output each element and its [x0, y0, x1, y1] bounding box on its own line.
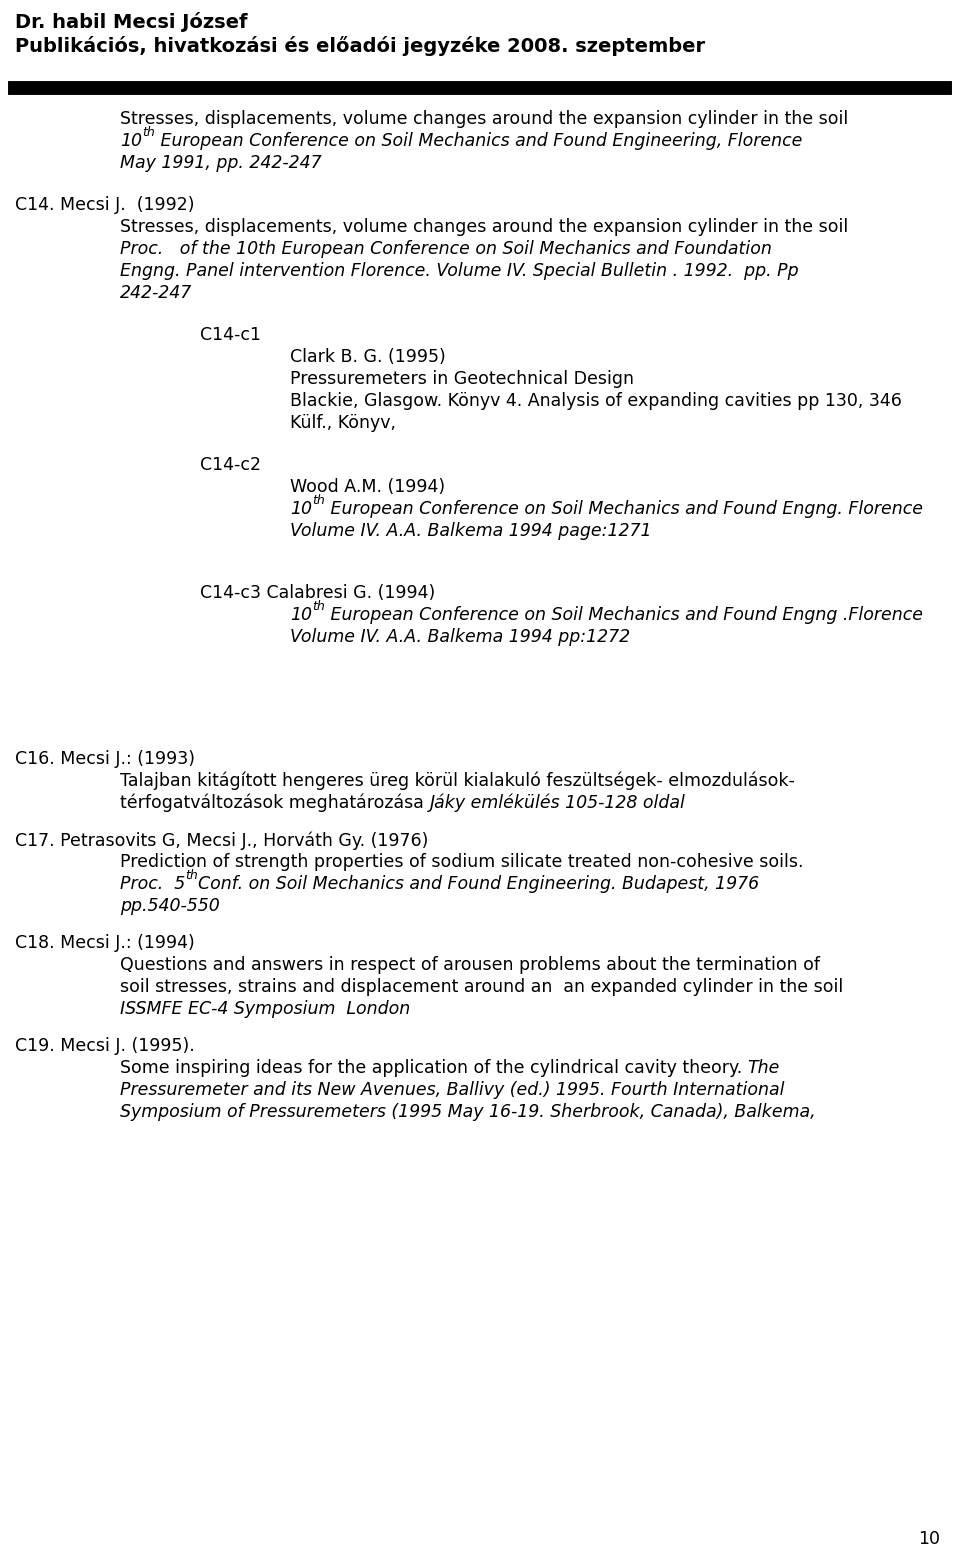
Text: C16. Mecsi J.: (1993): C16. Mecsi J.: (1993) [15, 750, 195, 767]
Text: European Conference on Soil Mechanics and Found Engineering, Florence: European Conference on Soil Mechanics an… [155, 132, 803, 150]
Text: C19. Mecsi J. (1995).: C19. Mecsi J. (1995). [15, 1037, 195, 1056]
Text: soil stresses, strains and displacement around an  an expanded cylinder in the s: soil stresses, strains and displacement … [120, 978, 843, 997]
Text: C14-c2: C14-c2 [200, 456, 261, 474]
Text: Conf. on Soil Mechanics and Found Engineering. Budapest, 1976: Conf. on Soil Mechanics and Found Engine… [198, 876, 759, 893]
Text: Engng. Panel intervention Florence. Volume IV. Special Bulletin . 1992.  pp. Pp: Engng. Panel intervention Florence. Volu… [120, 262, 799, 281]
Text: térfogatváltozások meghatározása: térfogatváltozások meghatározása [120, 794, 429, 812]
Text: 10: 10 [290, 501, 312, 518]
Text: Symposium of Pressuremeters (1995 May 16-19. Sherbrook, Canada), Balkema,: Symposium of Pressuremeters (1995 May 16… [120, 1104, 816, 1121]
Text: 10: 10 [120, 132, 142, 150]
Text: Some inspiring ideas for the application of the cylindrical cavity theory.: Some inspiring ideas for the application… [120, 1059, 748, 1077]
Text: Volume IV. A.A. Balkema 1994 pp:1272: Volume IV. A.A. Balkema 1994 pp:1272 [290, 628, 630, 646]
Text: 10: 10 [290, 606, 312, 625]
Text: C14-c3 Calabresi G. (1994): C14-c3 Calabresi G. (1994) [200, 584, 435, 601]
Text: Külf., Könyv,: Külf., Könyv, [290, 414, 396, 432]
Text: ISSMFE EC-4 Symposium  London: ISSMFE EC-4 Symposium London [120, 1000, 410, 1018]
Text: European Conference on Soil Mechanics and Found Engng .Florence: European Conference on Soil Mechanics an… [324, 606, 923, 625]
Text: C18. Mecsi J.: (1994): C18. Mecsi J.: (1994) [15, 935, 195, 952]
Text: pp.540-550: pp.540-550 [120, 897, 220, 914]
Text: Jáky emlékülés 105-128 oldal: Jáky emlékülés 105-128 oldal [429, 794, 685, 812]
Text: Blackie, Glasgow. Könyv 4. Analysis of expanding cavities pp 130, 346: Blackie, Glasgow. Könyv 4. Analysis of e… [290, 392, 901, 411]
Text: May 1991, pp. 242-247: May 1991, pp. 242-247 [120, 153, 322, 172]
Text: Stresses, displacements, volume changes around the expansion cylinder in the soi: Stresses, displacements, volume changes … [120, 219, 849, 236]
Text: Pressuremeters in Geotechnical Design: Pressuremeters in Geotechnical Design [290, 370, 634, 388]
Text: C14-c1: C14-c1 [200, 326, 261, 344]
Text: Questions and answers in respect of arousen problems about the termination of: Questions and answers in respect of arou… [120, 956, 820, 973]
Text: th: th [185, 870, 198, 882]
Text: Publikációs, hivatkozási és előadói jegyzéke 2008. szeptember: Publikációs, hivatkozási és előadói jegy… [15, 36, 706, 56]
Text: European Conference on Soil Mechanics and Found Engng. Florence: European Conference on Soil Mechanics an… [324, 501, 923, 518]
Text: Stresses, displacements, volume changes around the expansion cylinder in the soi: Stresses, displacements, volume changes … [120, 110, 849, 129]
Text: th: th [142, 127, 155, 140]
Text: th: th [312, 494, 324, 507]
Text: Clark B. G. (1995): Clark B. G. (1995) [290, 349, 445, 366]
Text: Dr. habil Mecsi József: Dr. habil Mecsi József [15, 12, 248, 33]
Text: Proc.   of the 10th European Conference on Soil Mechanics and Foundation: Proc. of the 10th European Conference on… [120, 240, 772, 257]
Text: Prediction of strength properties of sodium silicate treated non-cohesive soils.: Prediction of strength properties of sod… [120, 853, 804, 871]
Text: 242-247: 242-247 [120, 284, 192, 302]
Text: The: The [748, 1059, 780, 1077]
Text: C14. Mecsi J.  (1992): C14. Mecsi J. (1992) [15, 195, 195, 214]
Text: Talajban kitágított hengeres üreg körül kialakuló feszültségek- elmozdulások-: Talajban kitágított hengeres üreg körül … [120, 772, 795, 790]
Text: 10: 10 [918, 1530, 940, 1548]
Text: th: th [312, 600, 324, 614]
Text: Volume IV. A.A. Balkema 1994 page:1271: Volume IV. A.A. Balkema 1994 page:1271 [290, 522, 652, 539]
Text: C17. Petrasovits G, Mecsi J., Horváth Gy. (1976): C17. Petrasovits G, Mecsi J., Horváth Gy… [15, 831, 428, 849]
Text: Wood A.M. (1994): Wood A.M. (1994) [290, 477, 445, 496]
Text: Proc.  5: Proc. 5 [120, 876, 185, 893]
Text: Pressuremeter and its New Avenues, Ballivy (ed.) 1995. Fourth International: Pressuremeter and its New Avenues, Balli… [120, 1080, 784, 1099]
